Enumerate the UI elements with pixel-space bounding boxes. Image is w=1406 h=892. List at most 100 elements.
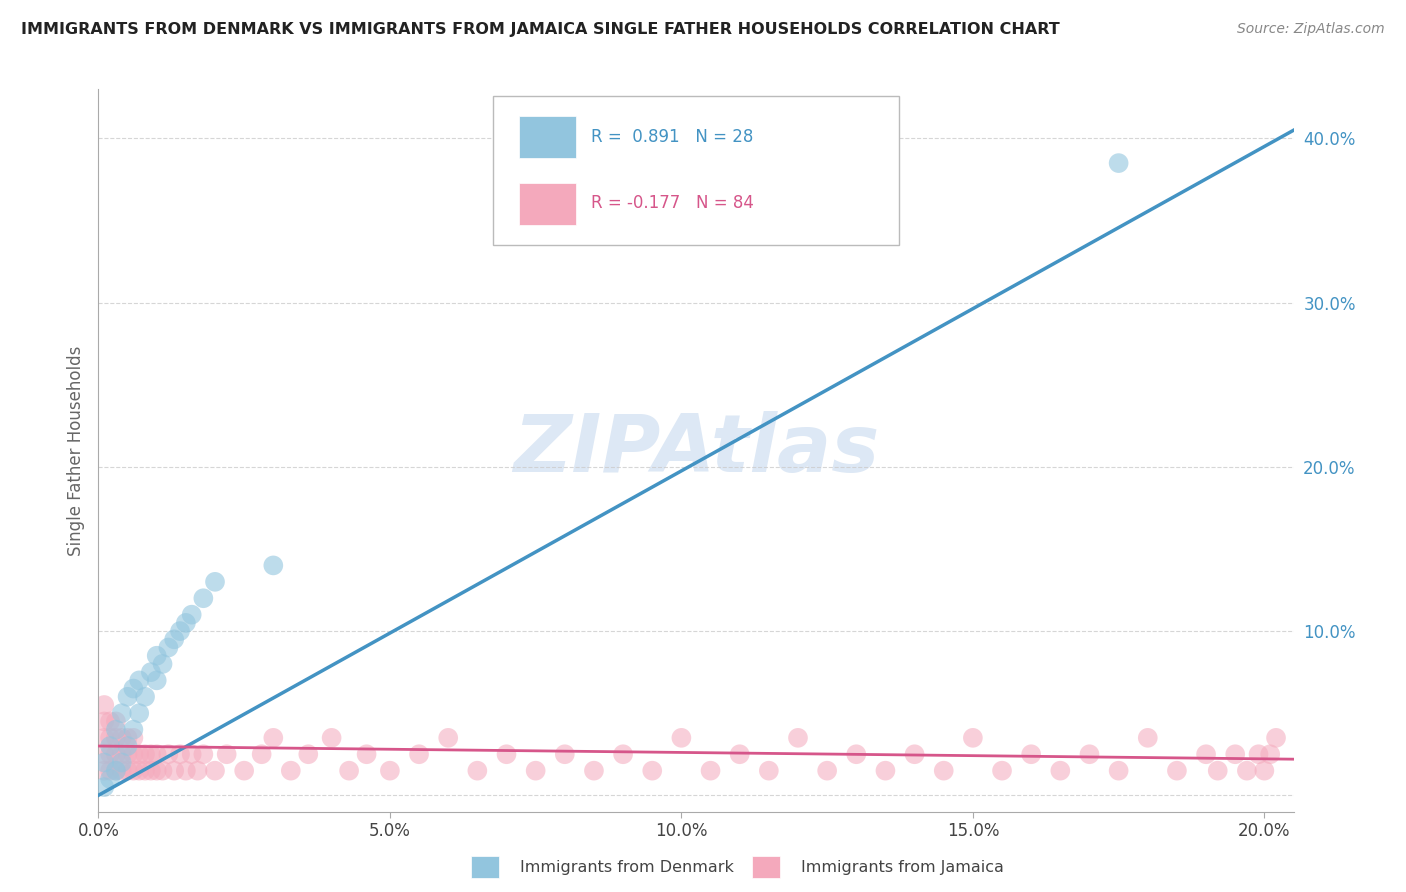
Point <box>163 632 186 647</box>
Point <box>111 764 134 778</box>
Point <box>1236 764 1258 778</box>
Point <box>122 723 145 737</box>
Point <box>250 747 273 762</box>
Point <box>582 764 605 778</box>
Point <box>524 764 547 778</box>
Text: IMMIGRANTS FROM DENMARK VS IMMIGRANTS FROM JAMAICA SINGLE FATHER HOUSEHOLDS CORR: IMMIGRANTS FROM DENMARK VS IMMIGRANTS FR… <box>21 22 1060 37</box>
Point <box>193 747 215 762</box>
Point <box>104 731 127 745</box>
Point <box>787 731 810 745</box>
Point <box>845 747 868 762</box>
Point <box>134 747 156 762</box>
Point <box>699 764 721 778</box>
Point <box>122 764 145 778</box>
Text: ZIPAtlas: ZIPAtlas <box>513 411 879 490</box>
Point <box>104 747 127 762</box>
Point <box>128 747 150 762</box>
Point <box>139 747 162 762</box>
Point <box>1049 764 1071 778</box>
Point <box>437 731 460 745</box>
Text: R =  0.891   N = 28: R = 0.891 N = 28 <box>591 128 754 146</box>
Point <box>180 747 202 762</box>
FancyBboxPatch shape <box>494 96 900 244</box>
Point <box>117 690 139 704</box>
Point <box>93 764 115 778</box>
Point <box>145 747 167 762</box>
Point <box>932 764 955 778</box>
Text: Immigrants from Denmark: Immigrants from Denmark <box>520 860 734 874</box>
Point <box>98 731 121 745</box>
Point <box>111 747 134 762</box>
Point <box>1136 731 1159 745</box>
Point <box>157 640 180 655</box>
Point <box>104 714 127 729</box>
Bar <box>519 116 576 158</box>
Point <box>139 764 162 778</box>
Y-axis label: Single Father Households: Single Father Households <box>66 345 84 556</box>
Point <box>174 615 197 630</box>
Point <box>1108 764 1130 778</box>
Point <box>128 673 150 688</box>
Point <box>262 558 284 573</box>
Point <box>122 731 145 745</box>
Text: Immigrants from Jamaica: Immigrants from Jamaica <box>801 860 1004 874</box>
Point <box>111 756 134 770</box>
Point <box>145 648 167 663</box>
Point <box>1206 764 1229 778</box>
Point <box>408 747 430 762</box>
Point <box>117 739 139 753</box>
Point <box>1078 747 1101 762</box>
Point <box>93 780 115 794</box>
Point <box>1166 764 1188 778</box>
Point <box>1258 747 1281 762</box>
Point <box>1225 747 1247 762</box>
Point <box>193 591 215 606</box>
Point <box>117 747 139 762</box>
Point <box>612 747 634 762</box>
Point <box>93 747 115 762</box>
Point <box>98 747 121 762</box>
Point <box>758 764 780 778</box>
Point <box>204 574 226 589</box>
Bar <box>519 183 576 225</box>
Point <box>152 764 174 778</box>
Point <box>1195 747 1218 762</box>
Point <box>93 756 115 770</box>
Point <box>98 764 121 778</box>
Point <box>104 764 127 778</box>
Point <box>104 764 127 778</box>
Point <box>356 747 378 762</box>
Point <box>215 747 238 762</box>
Point <box>145 764 167 778</box>
Point <box>139 665 162 680</box>
Point <box>903 747 925 762</box>
Point <box>134 764 156 778</box>
Point <box>641 764 664 778</box>
Point <box>145 673 167 688</box>
Point <box>152 657 174 671</box>
Point <box>117 764 139 778</box>
Point <box>93 698 115 712</box>
Point <box>495 747 517 762</box>
Point <box>134 690 156 704</box>
Point <box>122 681 145 696</box>
Point <box>875 764 897 778</box>
Point <box>1019 747 1042 762</box>
Point <box>128 764 150 778</box>
Point <box>815 764 838 778</box>
Point <box>962 731 984 745</box>
Point <box>1108 156 1130 170</box>
Point <box>128 706 150 721</box>
Point <box>671 731 693 745</box>
Point <box>280 764 302 778</box>
Point <box>122 747 145 762</box>
Point <box>728 747 751 762</box>
Point <box>169 624 191 639</box>
Point <box>104 723 127 737</box>
Point <box>297 747 319 762</box>
Point <box>117 731 139 745</box>
Point <box>111 706 134 721</box>
Point <box>174 764 197 778</box>
Point <box>1247 747 1270 762</box>
Point <box>1253 764 1275 778</box>
